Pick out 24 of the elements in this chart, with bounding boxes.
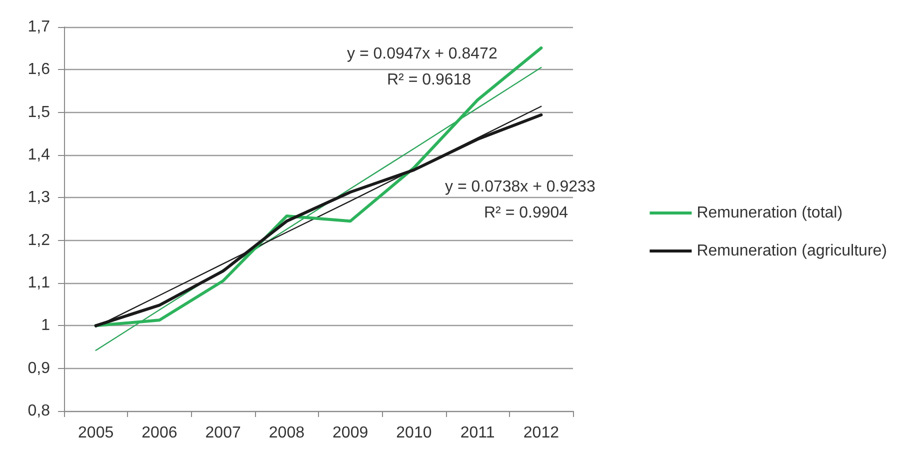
y-tick-label: 1,2 <box>28 232 50 249</box>
x-tick-label: 2008 <box>268 424 305 442</box>
y-tick-label: 1,1 <box>28 274 50 292</box>
annotation: R² = 0.9618 <box>387 72 472 88</box>
x-tick-label: 2005 <box>78 424 114 442</box>
y-tick-label: 1 <box>41 317 50 334</box>
y-tick-label: 1,7 <box>28 18 50 36</box>
legend-label: Remuneration (total) <box>696 204 843 222</box>
x-tick-label: 2006 <box>142 424 178 442</box>
y-tick-label: 1,6 <box>28 61 50 78</box>
x-tick-label: 2009 <box>332 424 368 442</box>
y-tick-label: 0,8 <box>28 402 50 420</box>
y-tick-label: 1,5 <box>28 104 50 121</box>
x-tick-label: 2011 <box>460 424 495 442</box>
y-tick-label: 1,4 <box>28 146 50 164</box>
annotation: R² = 0.9904 <box>484 204 568 222</box>
x-tick-label: 2010 <box>396 424 432 442</box>
legend-label: Remuneration (agriculture) <box>696 242 888 260</box>
x-tick-label: 2012 <box>523 424 560 442</box>
annotation: y = 0.0738x + 0.9233 <box>445 178 596 196</box>
annotation: y = 0.0947x + 0.8472 <box>347 46 498 62</box>
y-tick-label: 0,9 <box>28 360 50 377</box>
y-tick-label: 1,3 <box>28 189 50 206</box>
x-tick-label: 2007 <box>205 424 241 442</box>
